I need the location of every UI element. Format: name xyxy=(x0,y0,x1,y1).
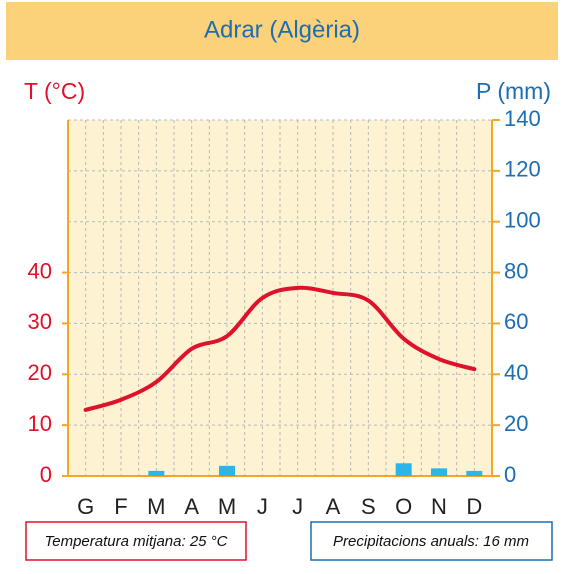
precipitation-bar xyxy=(148,470,165,476)
x-tick-label: F xyxy=(114,494,127,519)
precipitation-bar xyxy=(219,465,235,476)
y2-tick-label: 140 xyxy=(504,106,541,131)
y-tick-label: 30 xyxy=(28,309,52,334)
y-tick-label: 10 xyxy=(28,411,52,436)
y-tick-label: 0 xyxy=(40,462,52,487)
x-tick-label: J xyxy=(292,494,303,519)
x-tick-label: A xyxy=(184,494,199,519)
precipitation-bar xyxy=(431,468,447,476)
temperature-note: Temperatura mitjana: 25 °C xyxy=(44,533,227,550)
precipitation-bar xyxy=(395,463,412,476)
y2-tick-label: 60 xyxy=(504,309,528,334)
y-tick-label: 20 xyxy=(28,360,52,385)
x-tick-label: O xyxy=(395,494,412,519)
y2-tick-label: 20 xyxy=(504,411,528,436)
precipitation-box xyxy=(310,521,553,561)
y-tick-label: 40 xyxy=(28,258,52,283)
title-band xyxy=(6,2,558,60)
precipitation-bar xyxy=(466,470,483,476)
precipitation-note: Precipitacions anuals: 16 mm xyxy=(333,533,529,550)
y2-tick-label: 100 xyxy=(504,208,541,233)
y2-axis-label: P (mm) xyxy=(476,78,551,104)
x-tick-label: M xyxy=(147,494,165,519)
temperature-line xyxy=(83,285,477,412)
chart-title: Adrar (Algèria) xyxy=(204,16,360,43)
y2-tick-label: 120 xyxy=(504,157,541,182)
x-tick-label: N xyxy=(431,494,447,519)
x-tick-label: A xyxy=(326,494,341,519)
y2-tick-label: 0 xyxy=(504,462,516,487)
y2-tick-label: 40 xyxy=(504,360,528,385)
temperature-box xyxy=(25,521,247,561)
x-tick-label: S xyxy=(361,494,376,519)
y-axis-label: T (°C) xyxy=(24,78,85,104)
x-tick-label: D xyxy=(466,494,482,519)
x-tick-label: M xyxy=(218,494,236,519)
x-tick-label: J xyxy=(257,494,268,519)
x-tick-label: G xyxy=(77,494,94,519)
y2-tick-label: 80 xyxy=(504,258,528,283)
